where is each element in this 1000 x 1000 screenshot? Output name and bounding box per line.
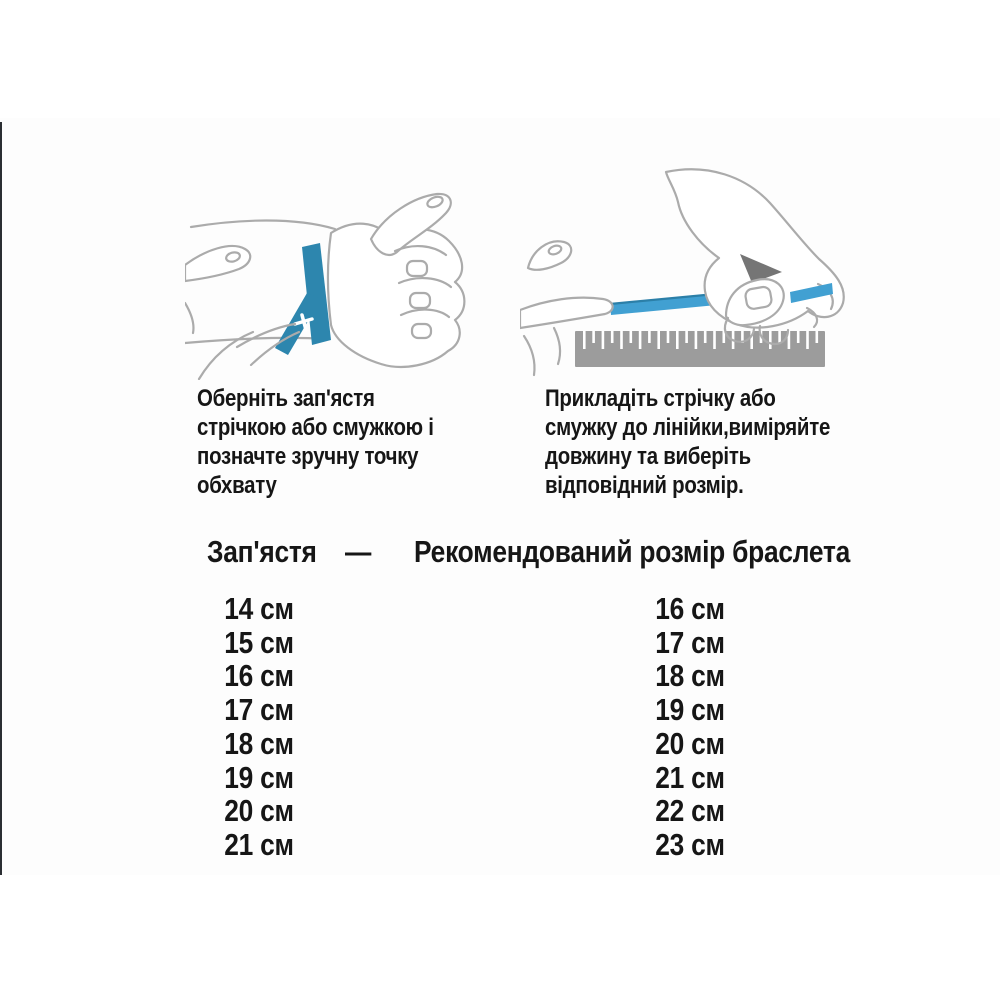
instruction-line: Оберніть зап'ястя	[197, 385, 375, 412]
wrist-size-cell: 17 см	[224, 692, 294, 728]
bracelet-size-cell: 22 см	[655, 793, 725, 829]
thumb-nail	[426, 195, 444, 209]
instruction-line: відповідний розмір.	[545, 472, 744, 499]
bracelet-size-cell: 17 см	[655, 624, 725, 660]
bracelet-column-header: Рекомендований розмір браслета	[414, 534, 850, 569]
bracelet-size-cell: 18 см	[655, 658, 725, 694]
ribbon-band	[302, 243, 331, 345]
instruction-line: Прикладіть стрічку або	[545, 385, 776, 412]
wrist-wrap-illustration	[185, 192, 466, 380]
finger-nail	[225, 251, 241, 263]
wrist-size-cell: 14 см	[224, 591, 294, 626]
content-band	[0, 118, 1000, 875]
bracelet-size-cell: 21 см	[655, 759, 725, 795]
wrist-size-cell: 15 см	[224, 624, 294, 660]
wrist-size-cell: 16 см	[224, 658, 294, 694]
instruction-line: смужку до лінійки,виміряйте	[545, 414, 831, 441]
thumb-nail-right	[744, 285, 773, 310]
wrist-size-cell: 18 см	[224, 725, 294, 761]
bracelet-size-cell: 16 см	[655, 591, 725, 626]
mark-point-sparkle	[293, 313, 314, 332]
instruction-line: довжину та виберіть	[545, 443, 751, 470]
thumb-nail	[547, 244, 563, 256]
ruler	[575, 331, 825, 367]
bracelet-size-cell: 20 см	[655, 725, 725, 761]
instruction-line: стрічкою або смужкою і	[197, 414, 434, 441]
instruction-line: обхвату	[197, 472, 277, 499]
ribbon-right-segment	[790, 283, 833, 303]
wrist-size-cell: 20 см	[224, 793, 294, 829]
instruction-line: позначте зручну точку	[197, 443, 419, 470]
instruction-left: Оберніть зап'ястя стрічкою або смужкою і…	[197, 384, 434, 500]
bracelet-size-cell: 23 см	[655, 826, 725, 862]
wrist-size-cell: 21 см	[224, 826, 294, 862]
header-dash: —	[345, 534, 372, 569]
left-edge-artifact-line	[0, 122, 2, 875]
instruction-right: Прикладіть стрічку або смужку до лінійки…	[545, 384, 830, 500]
finger-shadow	[740, 254, 782, 283]
wrist-column-header: Зап'ястя	[207, 534, 317, 569]
wrist-size-column: 14 см 15 см 16 см 17 см 18 см 19 см 20 с…	[178, 592, 340, 862]
bracelet-size-cell: 19 см	[655, 692, 725, 728]
wrist-size-cell: 19 см	[224, 759, 294, 795]
bracelet-size-column: 16 см 17 см 18 см 19 см 20 см 21 см 22 с…	[609, 592, 771, 862]
ruler-measure-illustration	[520, 168, 845, 377]
